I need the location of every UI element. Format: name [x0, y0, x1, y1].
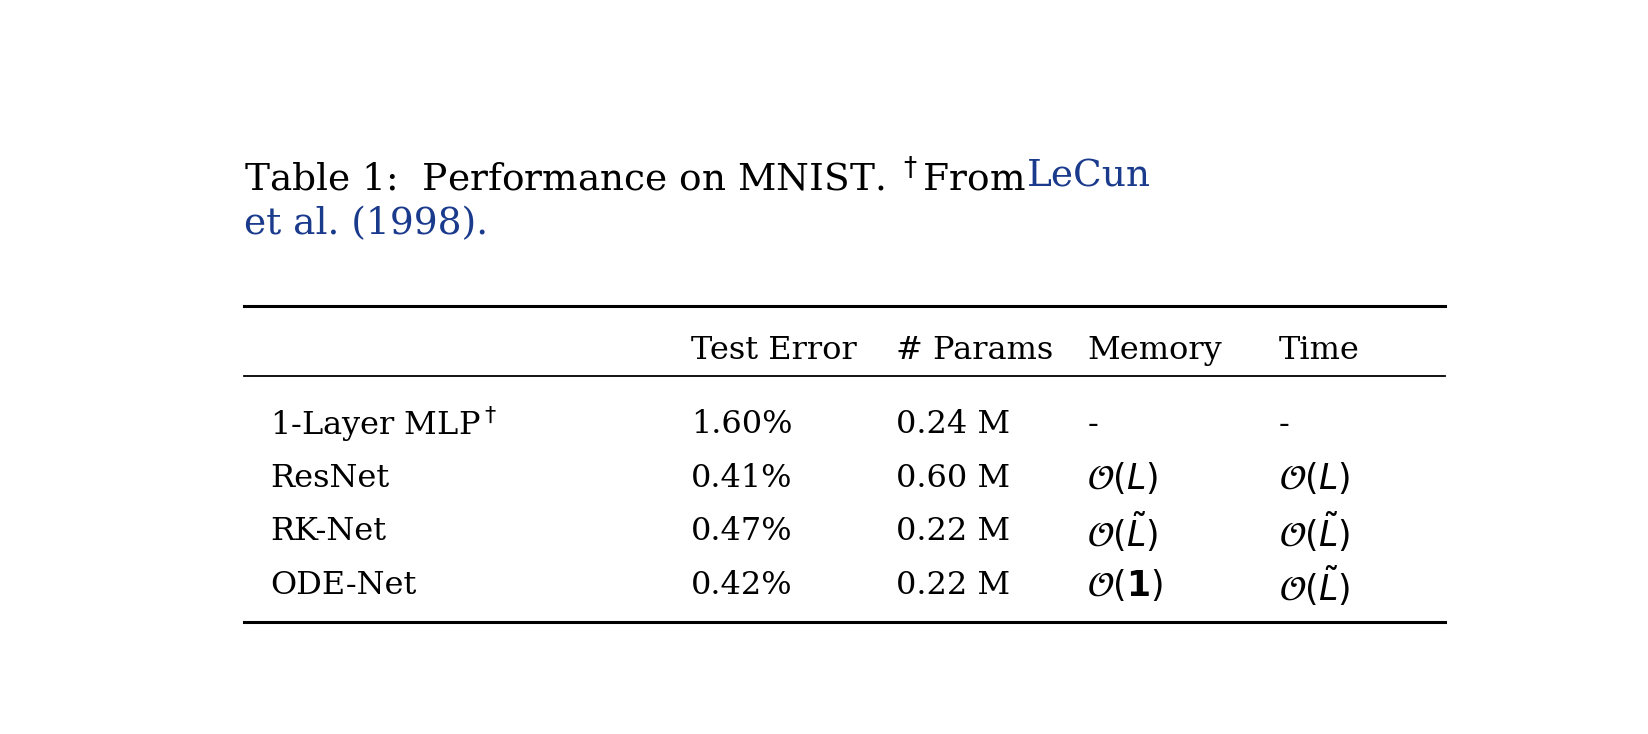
Text: 0.47%: 0.47%	[692, 516, 793, 548]
Text: $\mathcal{O}(\tilde{L})$: $\mathcal{O}(\tilde{L})$	[1088, 509, 1159, 554]
Text: # Params: # Params	[897, 335, 1053, 366]
Text: 0.42%: 0.42%	[692, 570, 793, 601]
Text: Test Error: Test Error	[692, 335, 857, 366]
Text: 0.41%: 0.41%	[692, 462, 793, 493]
Text: $\mathcal{O}(\tilde{L})$: $\mathcal{O}(\tilde{L})$	[1279, 509, 1350, 554]
Text: $\mathcal{O}(\tilde{L})$: $\mathcal{O}(\tilde{L})$	[1279, 563, 1350, 608]
Text: ODE-Net: ODE-Net	[270, 570, 417, 601]
Text: 0.22 M: 0.22 M	[897, 570, 1010, 601]
Text: $\mathcal{O}(L)$: $\mathcal{O}(L)$	[1088, 460, 1159, 496]
Text: -: -	[1088, 409, 1098, 440]
Text: ResNet: ResNet	[270, 462, 389, 493]
Text: Time: Time	[1279, 335, 1360, 366]
Text: et al. (1998).: et al. (1998).	[244, 206, 488, 241]
Text: RK-Net: RK-Net	[270, 516, 386, 548]
Text: LeCun: LeCun	[1027, 159, 1150, 195]
Text: 1-Layer MLP$^\dagger$: 1-Layer MLP$^\dagger$	[270, 404, 496, 444]
Text: Table 1:  Performance on MNIST. $^\dagger$From: Table 1: Performance on MNIST. $^\dagger…	[244, 159, 1027, 198]
Text: $\mathcal{O}(\mathbf{1})$: $\mathcal{O}(\mathbf{1})$	[1088, 567, 1163, 603]
Text: 0.24 M: 0.24 M	[897, 409, 1010, 440]
Text: $\mathcal{O}(L)$: $\mathcal{O}(L)$	[1279, 460, 1350, 496]
Text: 0.60 M: 0.60 M	[897, 462, 1010, 493]
Text: Memory: Memory	[1088, 335, 1223, 366]
Text: -: -	[1279, 409, 1290, 440]
Text: 0.22 M: 0.22 M	[897, 516, 1010, 548]
Text: 1.60%: 1.60%	[692, 409, 793, 440]
